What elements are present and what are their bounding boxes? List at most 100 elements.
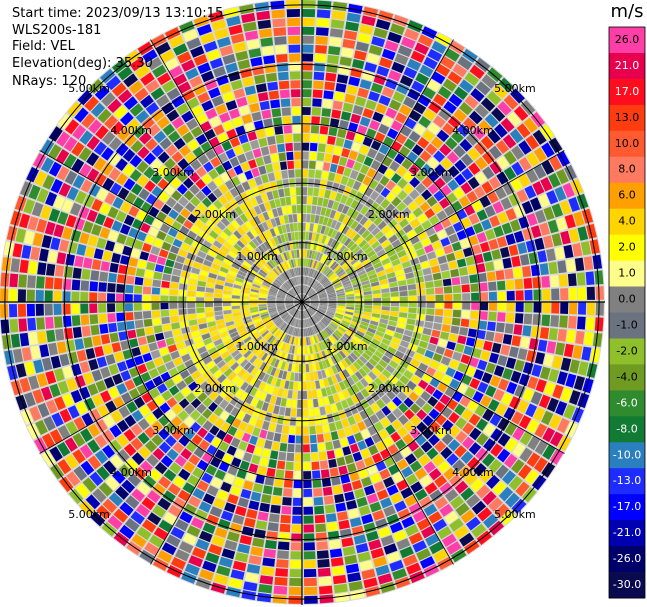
velocity-gate [457,56,473,71]
range-label: 3.00km [152,166,194,179]
velocity-gate [335,313,344,318]
velocity-gate [495,464,509,479]
velocity-gate [228,346,238,354]
velocity-gate [153,271,163,280]
velocity-gate [510,219,521,232]
velocity-gate [517,399,529,414]
velocity-gate [563,343,574,358]
velocity-gate [444,489,459,502]
velocity-gate [333,146,343,156]
velocity-gate [542,289,551,301]
velocity-gate [306,319,310,327]
velocity-gate [221,378,231,388]
velocity-gate [289,308,296,314]
velocity-gate [364,209,374,219]
velocity-gate [108,386,120,399]
velocity-gate [505,492,520,508]
velocity-gate [217,275,226,282]
velocity-gate [500,117,515,133]
velocity-gate [311,260,316,268]
velocity-gate [402,386,412,396]
velocity-gate [314,271,320,279]
velocity-gate [359,324,368,331]
velocity-gate [425,143,438,156]
velocity-gate [299,249,302,258]
velocity-gate [285,299,294,302]
velocity-gate [48,208,61,223]
velocity-gate [374,377,384,387]
velocity-gate [429,541,445,555]
range-label: 1.00km [326,250,368,263]
velocity-gate [168,65,183,79]
velocity-gate [157,497,171,511]
velocity-gate [352,349,361,358]
velocity-gate [292,309,298,317]
velocity-gate [266,274,275,281]
velocity-gate [355,249,364,257]
velocity-gate [426,302,435,308]
velocity-gate [196,286,206,292]
velocity-gate [551,302,560,314]
velocity-gate [377,346,386,355]
velocity-gate [388,219,398,229]
velocity-gate [465,256,475,266]
velocity-gate [40,157,54,173]
velocity-gate [290,278,295,287]
velocity-gate [577,316,586,330]
velocity-gate [175,255,186,264]
velocity-gate [357,125,368,136]
velocity-gate [201,185,212,196]
velocity-gate [105,240,116,252]
velocity-gate [223,290,232,295]
velocity-gate [100,261,110,272]
velocity-gate [441,433,454,446]
velocity-gate [433,93,447,107]
velocity-gate [425,384,436,395]
velocity-gate [238,252,247,261]
velocity-gate [511,255,521,267]
velocity-gate [385,424,396,435]
velocity-gate [282,425,289,434]
velocity-gate [330,261,337,269]
velocity-gate [357,32,372,44]
velocity-gate [318,308,326,313]
velocity-gate [380,283,389,289]
velocity-gate [383,436,394,448]
velocity-gate [483,423,496,437]
velocity-gate [230,485,242,496]
velocity-gate [276,277,283,285]
velocity-gate [439,394,451,406]
velocity-gate [109,332,119,343]
velocity-gate [539,327,550,340]
velocity-gate [113,508,129,523]
velocity-gate [433,150,446,163]
velocity-gate [467,457,480,471]
velocity-gate [306,309,312,316]
velocity-gate [319,460,329,470]
velocity-gate [118,264,128,275]
velocity-gate [413,352,424,362]
velocity-gate [21,347,32,362]
velocity-gate [246,509,258,519]
velocity-gate [320,116,330,126]
velocity-gate [354,133,365,144]
velocity-gate [152,504,167,518]
velocity-gate [400,125,412,137]
velocity-gate [333,343,341,352]
velocity-gate [281,107,291,116]
velocity-gate [271,327,279,335]
velocity-gate [307,187,314,196]
velocity-gate [448,412,460,424]
velocity-gate [209,506,223,518]
velocity-gate [325,441,334,451]
velocity-gate [138,188,150,201]
velocity-gate [331,263,339,271]
velocity-gate [89,303,98,314]
velocity-gate [302,178,308,187]
velocity-gate [310,300,319,302]
velocity-gate [334,231,342,240]
velocity-gate [303,310,306,319]
velocity-gate [381,306,390,311]
velocity-gate [313,187,320,197]
velocity-gate [427,183,439,195]
